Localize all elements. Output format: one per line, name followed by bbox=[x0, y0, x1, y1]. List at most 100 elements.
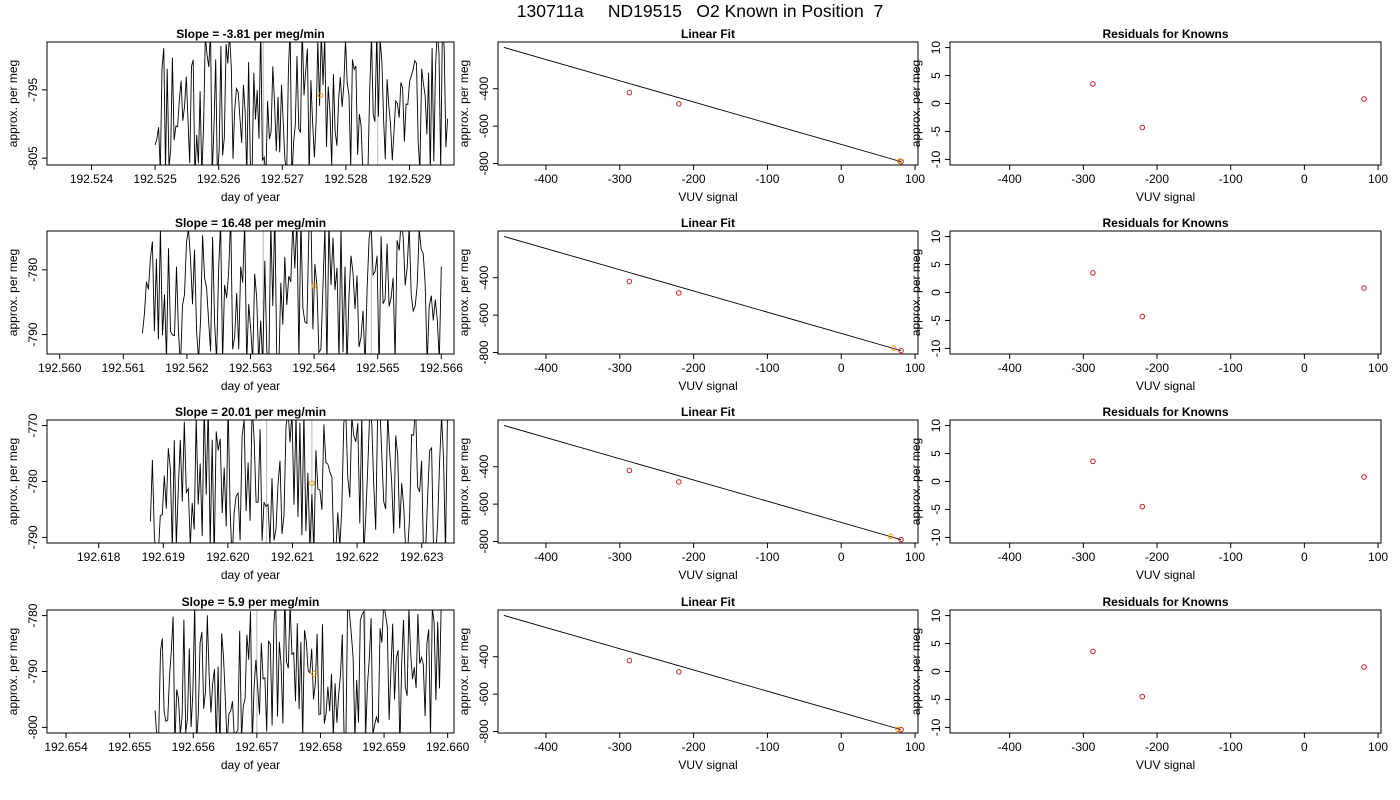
y-tick-label: -800 bbox=[26, 715, 40, 739]
plot-area bbox=[149, 420, 448, 543]
x-axis-label: VUV signal bbox=[1136, 379, 1195, 393]
x-axis-label: VUV signal bbox=[1136, 568, 1195, 582]
panel-title: Slope = -3.81 per meg/min bbox=[176, 27, 324, 41]
x-tick-label: 100 bbox=[1368, 361, 1388, 375]
plot-area bbox=[1090, 270, 1367, 320]
x-tick-label: 192.656 bbox=[172, 740, 216, 754]
x-tick-label: -300 bbox=[608, 172, 632, 186]
known-point bbox=[1361, 664, 1367, 670]
x-tick-label: 192.618 bbox=[77, 550, 121, 564]
x-tick-label: -100 bbox=[755, 740, 779, 754]
x-tick-label: 0 bbox=[838, 550, 845, 564]
y-axis-label: approx. per meg bbox=[457, 60, 471, 147]
x-tick-label: -200 bbox=[682, 172, 706, 186]
panel-title: Slope = 5.9 per meg/min bbox=[182, 595, 320, 609]
known-point bbox=[1090, 458, 1096, 465]
x-tick-label: -200 bbox=[1145, 740, 1169, 754]
x-tick-label: 100 bbox=[905, 172, 925, 186]
x-tick-label: 192.527 bbox=[261, 172, 305, 186]
current-point bbox=[311, 670, 317, 677]
plot-area bbox=[141, 231, 442, 354]
known-point bbox=[1361, 474, 1367, 480]
panel-title: Slope = 20.01 per meg/min bbox=[175, 405, 326, 419]
plot-area bbox=[154, 610, 442, 733]
x-tick-label: 100 bbox=[905, 361, 925, 375]
x-tick-label: 100 bbox=[1368, 740, 1388, 754]
y-tick-label: 5 bbox=[929, 72, 943, 79]
y-axis-label: approx. per meg bbox=[6, 249, 20, 336]
x-tick-label: 192.526 bbox=[197, 172, 241, 186]
x-tick-label: -100 bbox=[755, 550, 779, 564]
x-tick-label: -200 bbox=[1145, 550, 1169, 564]
plot-area bbox=[1090, 81, 1367, 131]
x-tick-label: -100 bbox=[755, 172, 779, 186]
x-axis-label: VUV signal bbox=[678, 568, 737, 582]
y-tick-label: -800 bbox=[477, 151, 491, 175]
known-point bbox=[676, 101, 682, 107]
x-axis-label: day of year bbox=[221, 379, 280, 393]
panel-title: Residuals for Knowns bbox=[1102, 405, 1228, 419]
x-tick-label: -200 bbox=[1145, 172, 1169, 186]
panel-6: -400 -300 -200 -100 0 100 10 5 0 -5 -10 Residuals f… bbox=[909, 216, 1388, 393]
x-tick-label: 192.658 bbox=[299, 740, 343, 754]
x-tick-label: 192.623 bbox=[400, 550, 444, 564]
panel-title: Slope = 16.48 per meg/min bbox=[175, 216, 326, 230]
y-tick-label: -400 bbox=[477, 76, 491, 100]
known-point bbox=[898, 347, 904, 354]
x-tick-label: 192.657 bbox=[235, 740, 279, 754]
y-axis-label: approx. per meg bbox=[6, 438, 20, 525]
panel-title: Linear Fit bbox=[681, 216, 735, 230]
y-tick-label: 10 bbox=[929, 230, 943, 244]
panel-title: Linear Fit bbox=[681, 405, 735, 419]
x-axis-label: day of year bbox=[221, 758, 280, 772]
x-tick-label: 192.524 bbox=[70, 172, 114, 186]
x-axis-label: VUV signal bbox=[678, 758, 737, 772]
x-tick-label: -200 bbox=[682, 361, 706, 375]
plot-frame bbox=[46, 41, 455, 166]
x-tick-label: 100 bbox=[1368, 550, 1388, 564]
plot-area bbox=[503, 235, 904, 354]
x-tick-label: -400 bbox=[998, 740, 1022, 754]
x-tick-label: -200 bbox=[682, 550, 706, 564]
fit-line bbox=[503, 235, 902, 352]
current-point bbox=[890, 345, 897, 352]
y-tick-label: 10 bbox=[929, 419, 943, 433]
x-tick-label: 192.561 bbox=[102, 361, 146, 375]
y-tick-label: 5 bbox=[929, 261, 943, 268]
x-tick-label: 192.654 bbox=[44, 740, 88, 754]
x-tick-label: -400 bbox=[998, 361, 1022, 375]
known-point bbox=[1090, 648, 1096, 655]
x-tick-label: 0 bbox=[838, 172, 845, 186]
y-tick-label: -400 bbox=[477, 265, 491, 289]
x-tick-label: 100 bbox=[1368, 172, 1388, 186]
known-point bbox=[1139, 124, 1146, 131]
panel-10: 192.654 192.655 192.656 192.657 192.658 192.6… bbox=[6, 595, 470, 772]
panel-title: Residuals for Knowns bbox=[1102, 27, 1228, 41]
x-tick-label: 192.528 bbox=[324, 172, 368, 186]
known-point bbox=[676, 479, 682, 485]
panel-7: 192.618 192.619 192.620 192.621 192.622 192.6… bbox=[6, 405, 455, 582]
y-tick-label: -780 bbox=[26, 258, 40, 282]
x-tick-label: 0 bbox=[838, 361, 845, 375]
fit-line bbox=[503, 424, 902, 541]
plot-frame bbox=[46, 230, 455, 355]
panel-title: Linear Fit bbox=[681, 27, 735, 41]
known-point bbox=[626, 657, 633, 664]
panel-5: -400 -300 -200 -100 0 100 -400 -600 -800 Linear F… bbox=[457, 216, 925, 393]
x-tick-label: -100 bbox=[1219, 172, 1243, 186]
y-tick-label: -5 bbox=[929, 694, 943, 705]
y-tick-label: -5 bbox=[929, 504, 943, 515]
y-tick-label: -780 bbox=[26, 469, 40, 493]
x-axis-label: VUV signal bbox=[1136, 758, 1195, 772]
x-tick-label: -400 bbox=[534, 172, 558, 186]
panel-12: -400 -300 -200 -100 0 100 10 5 0 -5 -10 Residuals f… bbox=[909, 595, 1388, 772]
known-point bbox=[1139, 693, 1146, 700]
y-tick-label: -10 bbox=[929, 150, 943, 168]
plot-area bbox=[503, 614, 904, 733]
x-axis-label: VUV signal bbox=[678, 379, 737, 393]
x-tick-label: 100 bbox=[905, 740, 925, 754]
x-tick-label: -100 bbox=[755, 361, 779, 375]
plot-area bbox=[1090, 648, 1367, 700]
panel-4: 192.560 192.561 192.562 192.563 192.564 192.5… bbox=[6, 216, 463, 393]
